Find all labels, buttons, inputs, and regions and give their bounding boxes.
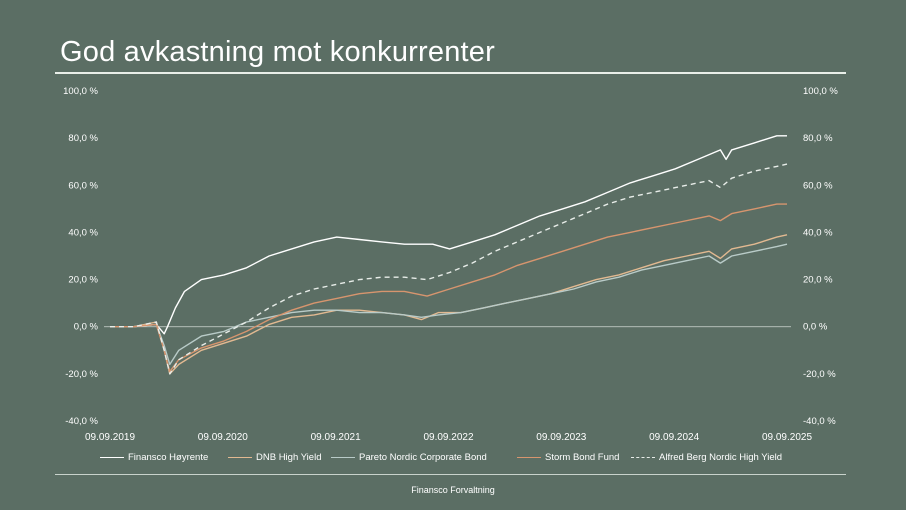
legend-entry-4: Storm Bond Fund xyxy=(517,452,619,463)
y-tick-label-right: 40,0 % xyxy=(803,227,833,238)
legend-swatch xyxy=(100,457,124,458)
chart-legend: Finansco Høyrente DNB High Yield Pareto No… xyxy=(0,452,906,466)
x-tick-label: 09.09.2024 xyxy=(649,432,699,443)
legend-swatch xyxy=(517,457,541,458)
legend-label: Alfred Berg Nordic High Yield xyxy=(659,452,783,463)
y-tick-label-right: 60,0 % xyxy=(803,180,833,191)
series-line-5 xyxy=(110,163,788,375)
y-tick-label-left: 100,0 % xyxy=(63,86,98,97)
x-tick-label: 09.09.2020 xyxy=(198,432,248,443)
legend-swatch xyxy=(228,457,252,458)
legend-entry-3: Pareto Nordic Corporate Bond xyxy=(331,452,487,463)
y-tick-label-right: 0,0 % xyxy=(803,322,828,333)
x-tick-label: 09.09.2021 xyxy=(311,432,361,443)
y-tick-label-right: 100,0 % xyxy=(803,86,838,97)
x-tick-label: 09.09.2025 xyxy=(762,432,812,443)
legend-swatch xyxy=(631,457,655,458)
page-title: God avkastning mot konkurrenter xyxy=(60,36,495,68)
y-tick-label-left: 60,0 % xyxy=(68,180,98,191)
line-chart: 100,0 % 100,0 % 80,0 % 80,0 % 60,0 % 60,0 % 40… xyxy=(63,86,838,443)
y-tick-label-right: 80,0 % xyxy=(803,133,833,144)
y-tick-label-left: 40,0 % xyxy=(68,227,98,238)
legend-label: Storm Bond Fund xyxy=(545,452,620,463)
x-tick-label: 09.09.2022 xyxy=(423,432,473,443)
legend-swatch xyxy=(331,457,355,458)
y-tick-label-right: 20,0 % xyxy=(803,275,833,286)
legend-label: Finansco Høyrente xyxy=(128,452,209,463)
y-tick-label-left: 80,0 % xyxy=(68,133,98,144)
legend-entry-5: Alfred Berg Nordic High Yield xyxy=(631,452,782,463)
x-tick-label: 09.09.2023 xyxy=(536,432,586,443)
y-tick-label-left: 20,0 % xyxy=(68,275,98,286)
x-tick-label: 09.09.2019 xyxy=(85,432,135,443)
legend-label: DNB High Yield xyxy=(256,452,322,463)
y-tick-label-left: 0,0 % xyxy=(74,322,99,333)
legend-entry-2: DNB High Yield xyxy=(228,452,321,463)
y-tick-label-right: -40,0 % xyxy=(803,416,836,427)
footer-divider xyxy=(55,474,846,475)
y-tick-label-left: -20,0 % xyxy=(65,369,98,380)
series-line-4 xyxy=(110,203,787,373)
y-tick-label-left: -40,0 % xyxy=(65,416,98,427)
series-line-2 xyxy=(110,234,788,375)
y-tick-label-right: -20,0 % xyxy=(803,369,836,380)
legend-entry-1: Finansco Høyrente xyxy=(100,452,208,463)
footer-text: Finansco Forvaltning xyxy=(411,485,495,495)
series-line-3 xyxy=(110,243,788,366)
series-line-1 xyxy=(110,135,787,335)
title-divider xyxy=(55,72,846,74)
legend-label: Pareto Nordic Corporate Bond xyxy=(359,452,487,463)
